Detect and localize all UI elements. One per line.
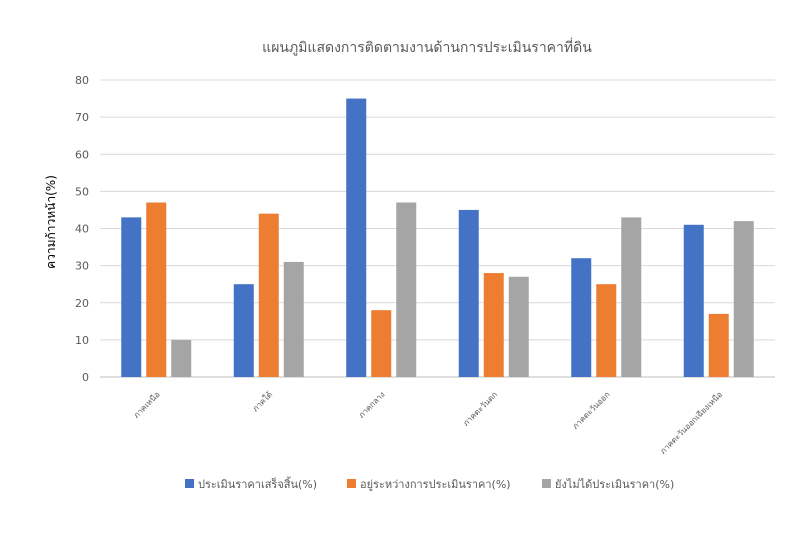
y-tick-label: 40 xyxy=(75,223,89,236)
y-axis-ticks: 0 10 20 30 40 50 60 70 80 xyxy=(75,74,89,384)
bar xyxy=(171,339,192,377)
bars xyxy=(121,98,754,377)
y-tick-label: 70 xyxy=(75,111,89,124)
y-tick-label: 0 xyxy=(82,371,89,384)
bar xyxy=(458,209,479,377)
bar xyxy=(683,224,704,377)
bar xyxy=(346,98,367,377)
bar xyxy=(596,284,617,377)
y-tick-label: 10 xyxy=(75,334,89,347)
bar xyxy=(621,217,642,377)
legend-swatch xyxy=(185,479,194,488)
bar xyxy=(571,258,592,377)
bar xyxy=(708,313,729,377)
bar xyxy=(483,273,504,377)
bar xyxy=(371,310,392,377)
y-tick-label: 30 xyxy=(75,260,89,273)
bar xyxy=(233,284,254,377)
y-axis-label: ความก้าวหน้า(%) xyxy=(44,175,58,269)
legend-swatch xyxy=(542,479,551,488)
chart-title: แผนภูมิแสดงการติดตามงานด้านการประเมินราค… xyxy=(262,38,592,56)
bar xyxy=(396,202,417,377)
y-tick-label: 60 xyxy=(75,148,89,161)
bar xyxy=(733,221,754,377)
bar xyxy=(146,202,167,377)
bar xyxy=(121,217,142,377)
gridlines xyxy=(100,79,775,378)
y-tick-label: 20 xyxy=(75,297,89,310)
legend-label: ยังไม่ได้ประเมินราคา(%) xyxy=(555,478,674,491)
bar xyxy=(508,276,529,377)
legend-label: อยู่ระหว่างการประเมินราคา(%) xyxy=(360,478,511,491)
legend: ประเมินราคาเสร็จสิ้น(%) อยู่ระหว่างการประ… xyxy=(185,476,674,491)
y-tick-label: 50 xyxy=(75,185,89,198)
legend-label: ประเมินราคาเสร็จสิ้น(%) xyxy=(198,476,317,491)
bar xyxy=(283,261,304,377)
legend-swatch xyxy=(347,479,356,488)
bar xyxy=(258,213,279,377)
y-tick-label: 80 xyxy=(75,74,89,87)
